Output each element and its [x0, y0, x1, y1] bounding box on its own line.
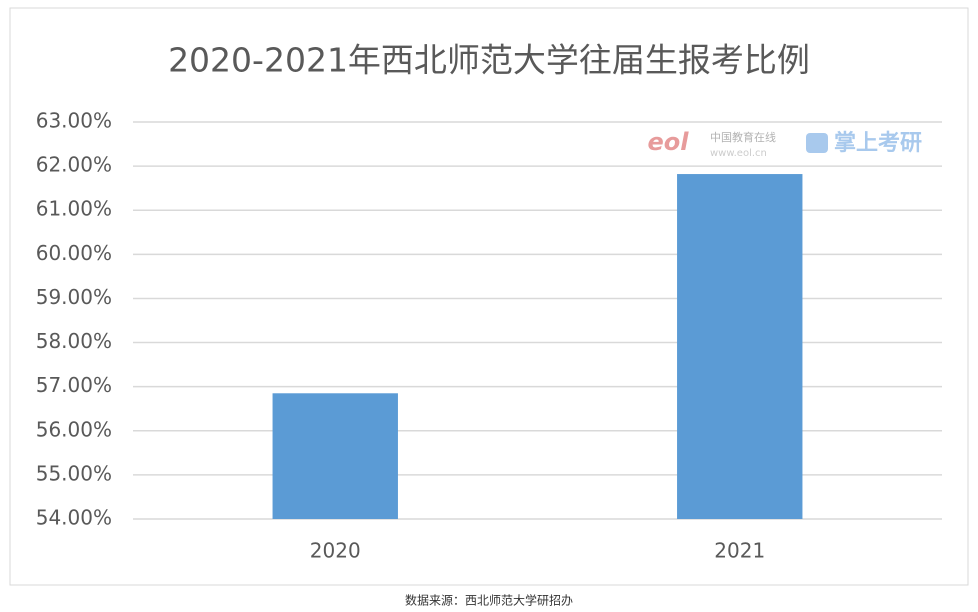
y-tick-label: 59.00%	[36, 285, 112, 309]
y-tick-label: 60.00%	[36, 241, 112, 265]
y-tick-label: 55.00%	[36, 461, 112, 485]
watermark: eol 中国教育在线 www.eol.cn 掌上考研	[648, 128, 923, 159]
watermark-logo: eol	[648, 128, 690, 156]
chart-border	[9, 7, 969, 586]
y-tick-label: 58.00%	[36, 329, 112, 353]
y-tick-label: 62.00%	[36, 153, 112, 177]
watermark-site-name: 中国教育在线	[710, 130, 776, 144]
bar	[677, 174, 803, 519]
y-tick-label: 63.00%	[36, 109, 112, 133]
x-tick-label: 2021	[714, 539, 765, 563]
source-note: 数据来源：西北师范大学研招办	[405, 593, 573, 608]
y-tick-label: 61.00%	[36, 197, 112, 221]
x-tick-label: 2020	[310, 539, 361, 563]
bar	[272, 393, 398, 519]
y-tick-label: 56.00%	[36, 417, 112, 441]
watermark-app: 掌上考研	[834, 131, 922, 156]
y-tick-label: 57.00%	[36, 373, 112, 397]
chart-title: 2020-2021年西北师范大学往届生报考比例	[168, 41, 810, 80]
watermark-icon	[806, 133, 828, 153]
y-tick-label: 54.00%	[36, 506, 112, 530]
watermark-site-url: www.eol.cn	[710, 148, 767, 159]
